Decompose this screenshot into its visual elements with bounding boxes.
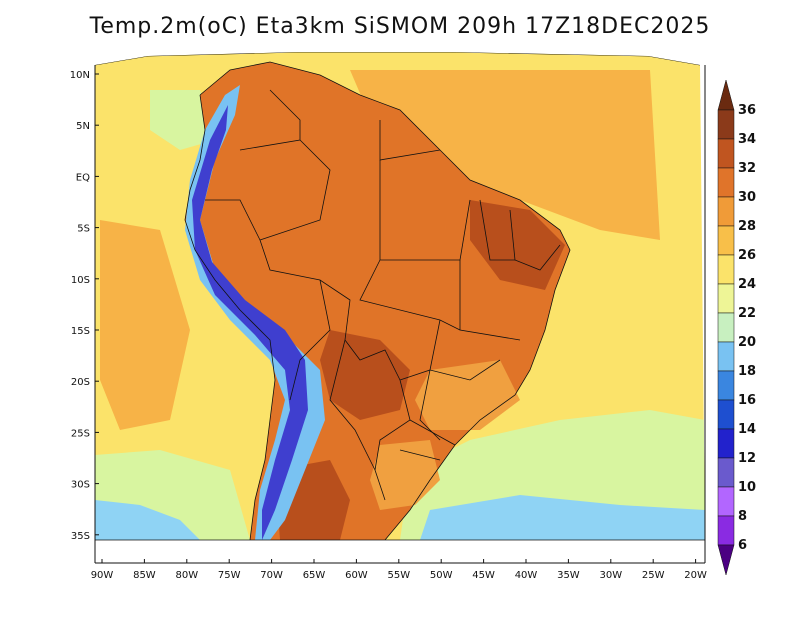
colorbar-label: 16 bbox=[738, 393, 756, 408]
colorbar-segment bbox=[717, 399, 735, 430]
lon-label: 25W bbox=[642, 570, 665, 581]
lat-label: 10S bbox=[71, 275, 90, 286]
brazil-state-6 bbox=[509, 209, 561, 271]
colorbar-label: 32 bbox=[738, 161, 756, 176]
lon-label: 65W bbox=[303, 570, 326, 581]
colorbar-segment bbox=[717, 312, 735, 343]
brazil-state-1 bbox=[379, 160, 471, 261]
colorbar-segment bbox=[717, 254, 735, 285]
colorbar-label: 34 bbox=[738, 132, 756, 147]
colorbar-segment bbox=[717, 283, 735, 314]
ocean-warm-region-pacific bbox=[100, 220, 190, 430]
ocean-warm-region bbox=[350, 70, 660, 240]
ocean-cold-region bbox=[420, 495, 705, 540]
colorbar-segment bbox=[717, 138, 735, 169]
ocean-cool-region-northwest bbox=[150, 90, 215, 150]
colorbar: 6 8 10 12 14 16 18 20 22 24 26 28 30 32 34 36 bbox=[717, 79, 756, 576]
colorbar-label: 20 bbox=[738, 335, 756, 350]
lat-label: 5N bbox=[76, 121, 90, 132]
colorbar-label: 6 bbox=[738, 538, 747, 553]
lon-label: 85W bbox=[133, 570, 156, 581]
lon-label: 35W bbox=[557, 570, 580, 581]
colorbar-label: 12 bbox=[738, 451, 756, 466]
brazil-state-3 bbox=[359, 259, 461, 331]
map-title: Temp.2m(oC) Eta3km SiSMOM 209h 17Z18DEC2… bbox=[89, 14, 711, 39]
lon-label: 20W bbox=[684, 570, 707, 581]
coastline bbox=[199, 61, 571, 540]
lon-label: 60W bbox=[345, 570, 368, 581]
colorbar-segment bbox=[717, 225, 735, 256]
colorbar-label: 26 bbox=[738, 248, 756, 263]
colorbar-bottom-arrow bbox=[717, 544, 735, 576]
lat-label: 25S bbox=[71, 428, 90, 439]
colorbar-label: 30 bbox=[738, 190, 756, 205]
map-field bbox=[95, 52, 705, 540]
andes-cold-band bbox=[192, 105, 308, 540]
ocean-cold-region-pacific bbox=[95, 500, 200, 540]
brazil-state-8 bbox=[409, 419, 456, 446]
lon-label: 75W bbox=[218, 570, 241, 581]
colorbar-segment bbox=[717, 486, 735, 517]
lat-label: 15S bbox=[71, 326, 90, 337]
lat-label: 20S bbox=[71, 377, 90, 388]
lon-label: 55W bbox=[387, 570, 410, 581]
west-coastline bbox=[184, 94, 276, 540]
colorbar-label: 14 bbox=[738, 422, 756, 437]
longitude-ticks: 90W 85W 80W 75W 70W 65W 60W 55W 50W 45W 40W 35W 30W 2… bbox=[91, 559, 707, 581]
colorbar-label: 10 bbox=[738, 480, 756, 495]
colorbar-segment bbox=[717, 167, 735, 198]
lat-label: 10N bbox=[70, 70, 90, 81]
colorbar-segment bbox=[717, 428, 735, 459]
brazil-state-4 bbox=[429, 319, 501, 381]
colorbar-label: 8 bbox=[738, 509, 747, 524]
lat-label: 30S bbox=[71, 480, 90, 491]
country-borders bbox=[184, 61, 571, 540]
lat-label: 5S bbox=[77, 224, 90, 235]
colorbar-label: 36 bbox=[738, 103, 756, 118]
internal-border-4 bbox=[289, 279, 331, 401]
lon-label: 30W bbox=[599, 570, 622, 581]
lon-label: 90W bbox=[91, 570, 114, 581]
colorbar-top-arrow bbox=[717, 79, 735, 111]
colorbar-label: 28 bbox=[738, 219, 756, 234]
lon-label: 50W bbox=[430, 570, 453, 581]
lat-label: 35S bbox=[71, 531, 90, 542]
colorbar-segment bbox=[717, 370, 735, 401]
colorbar-label: 24 bbox=[738, 277, 756, 292]
internal-border-5 bbox=[329, 339, 386, 501]
axes-frame bbox=[94, 65, 706, 564]
brazil-western-border bbox=[259, 139, 411, 471]
colorbar-segment bbox=[717, 196, 735, 227]
southeast-highland-region bbox=[415, 360, 520, 430]
lon-label: 70W bbox=[260, 570, 283, 581]
lon-label: 80W bbox=[175, 570, 198, 581]
latitude-ticks: 10N 5N EQ 5S 10S 15S 20S 25S 30S 35S bbox=[70, 70, 99, 542]
colorbar-segment bbox=[717, 457, 735, 488]
northeast-hot-region bbox=[470, 200, 565, 290]
southern-brazil-cool-region bbox=[370, 440, 440, 510]
colorbar-segment bbox=[717, 341, 735, 372]
colorbar-segment bbox=[717, 109, 735, 140]
internal-border-3 bbox=[205, 199, 261, 241]
internal-border-2 bbox=[239, 89, 301, 151]
interior-hot-region bbox=[320, 330, 410, 420]
lat-label: EQ bbox=[76, 172, 90, 183]
lon-label: 45W bbox=[472, 570, 495, 581]
colorbar-segment bbox=[717, 515, 735, 546]
brazil-state-7 bbox=[479, 199, 515, 261]
brazil-state-5 bbox=[399, 369, 441, 441]
brazil-state-9 bbox=[399, 449, 441, 461]
lon-label: 40W bbox=[515, 570, 538, 581]
colorbar-label: 22 bbox=[738, 306, 756, 321]
colorbar-label: 18 bbox=[738, 364, 756, 379]
